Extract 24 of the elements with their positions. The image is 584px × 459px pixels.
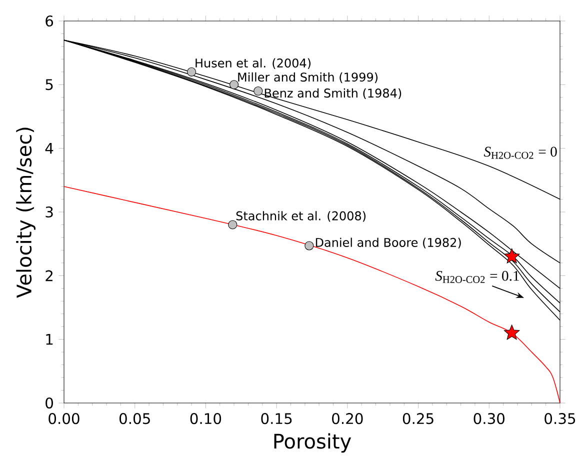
annotation: Daniel and Boore (1982) — [316, 238, 461, 248]
x-tick-label: 0.35 — [544, 413, 576, 424]
y-tick-label: 2 — [46, 270, 52, 282]
annotation: Benz and Smith (1984) — [264, 88, 402, 100]
x-tick-label: 0.15 — [261, 413, 292, 424]
x-tick-label: 0.20 — [332, 413, 363, 424]
annotation: S$_{H2O-CO2}$ = 0.1 — [435, 270, 519, 283]
annotation: Husen et al. (2004) — [196, 58, 311, 69]
x-tick-label: 0.30 — [474, 413, 504, 424]
y-tick-label: 6 — [46, 15, 54, 27]
y-tick-label: 0 — [46, 397, 53, 409]
x-axis-title: Porosity — [274, 433, 352, 453]
annotation: Miller and Smith (1999) — [238, 72, 378, 84]
x-tick-label: 0.10 — [190, 413, 222, 424]
x-tick-label: 0.00 — [48, 413, 80, 424]
x-tick-label: 0.25 — [402, 413, 434, 424]
y-tick-label: 1 — [46, 334, 53, 345]
y-axis-title: Velocity (km/sec) — [16, 128, 36, 298]
annotation: Stachnik et al. (2008) — [236, 211, 366, 222]
annotation: S$_{H2O-CO2}$ = 0 — [484, 146, 557, 159]
x-tick-label: 0.05 — [119, 413, 150, 424]
y-tick-label: 3 — [46, 206, 53, 218]
y-tick-label: 4 — [45, 142, 54, 154]
y-tick-label: 5 — [46, 79, 53, 90]
